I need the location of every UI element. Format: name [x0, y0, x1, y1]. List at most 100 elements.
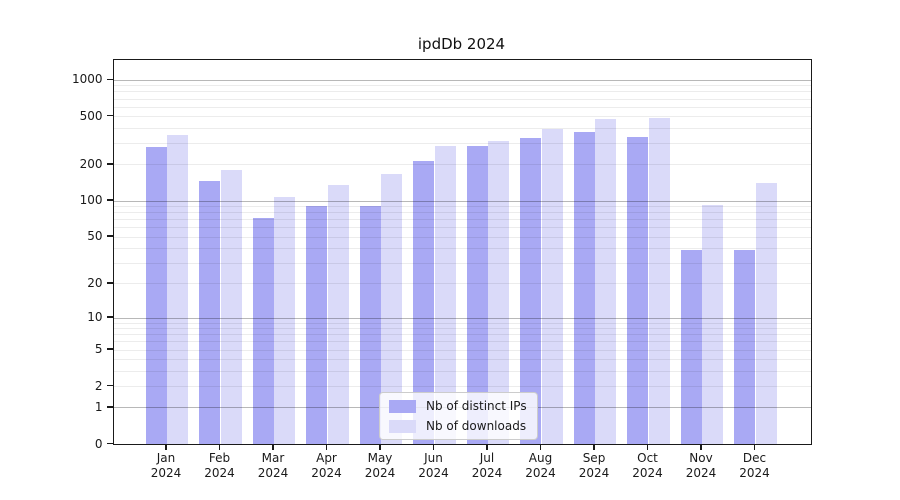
legend-item-downloads: Nb of downloads [389, 419, 527, 433]
gridline-minor [114, 341, 811, 343]
bar-downloads-nov [702, 205, 724, 444]
x-tick-mark [272, 445, 274, 450]
y-axis-tick-label: 1 [94, 399, 103, 414]
y-tick-mark [106, 199, 113, 201]
gridline-minor [114, 236, 811, 238]
plot-area [113, 59, 812, 445]
x-tick-mark [432, 445, 435, 450]
legend-item-distinct-ips: Nb of distinct IPs [389, 399, 527, 413]
bar-distinct-ips-sep [573, 132, 595, 444]
bar-distinct-ips-apr [306, 206, 328, 444]
x-axis-tick-label: Dec 2024 [739, 450, 770, 481]
bar-downloads-jan [167, 135, 189, 444]
x-tick-mark [379, 445, 381, 450]
bar-distinct-ips-jul [466, 146, 488, 444]
x-axis-tick-label: Feb 2024 [204, 450, 235, 481]
gridline-minor [114, 206, 811, 208]
y-axis-tick-label: 0 [94, 436, 103, 451]
gridline-minor [114, 212, 811, 214]
y-tick-mark [106, 78, 113, 80]
x-axis-tick-label: Apr 2024 [311, 450, 342, 481]
legend-swatch-distinct-ips [389, 399, 416, 413]
x-tick-mark [539, 445, 542, 450]
gridline-minor [114, 386, 811, 388]
x-axis-tick-label: Oct 2024 [632, 450, 663, 481]
x-axis-tick-label: Mar 2024 [257, 450, 289, 481]
gridline-minor [114, 262, 811, 264]
gridline-minor [114, 370, 811, 372]
legend: Nb of distinct IPs Nb of downloads [379, 392, 538, 440]
bar-distinct-ips-dec [734, 249, 756, 444]
bar-distinct-ips-feb [199, 181, 221, 444]
gridline-minor [114, 98, 811, 100]
x-tick-mark [700, 445, 702, 450]
x-tick-mark [325, 445, 328, 450]
gridline-minor [114, 334, 811, 336]
x-axis-tick-label: Aug 2024 [525, 450, 556, 481]
y-axis-tick-label: 1000 [71, 72, 103, 87]
gridline-major [114, 317, 811, 319]
bar-downloads-mar [274, 196, 296, 444]
gridline-minor [114, 359, 811, 361]
gridline-minor [114, 219, 811, 221]
bar-distinct-ips-nov [680, 249, 702, 444]
y-tick-mark [106, 235, 113, 237]
bar-downloads-jun [434, 145, 456, 444]
bar-downloads-jul [488, 140, 510, 444]
y-axis-tick-label: 100 [79, 193, 103, 208]
gridline-minor [114, 322, 811, 324]
bar-downloads-apr [327, 185, 349, 444]
y-tick-mark [106, 384, 113, 387]
y-axis-tick-label: 200 [79, 156, 103, 171]
y-axis-tick-label: 50 [87, 229, 103, 244]
gridline-minor [114, 143, 811, 145]
gridline-major [114, 79, 811, 81]
bar-downloads-aug [541, 129, 563, 444]
gridline-minor [114, 116, 811, 118]
x-axis-tick-label: Jan 2024 [150, 450, 182, 481]
y-axis-tick-label: 2 [94, 378, 103, 393]
gridline-minor [114, 164, 811, 166]
x-axis-tick-label: Jul 2024 [471, 450, 503, 481]
x-tick-mark [165, 445, 167, 450]
y-axis-tick-label: 5 [94, 342, 103, 357]
gridline-minor [114, 328, 811, 330]
gridline-minor [114, 127, 811, 129]
x-tick-mark [593, 445, 595, 450]
gridline-minor [114, 283, 811, 285]
x-axis-tick-label: Sep 2024 [578, 450, 610, 481]
bar-downloads-oct [648, 118, 670, 444]
gridline-minor [114, 349, 811, 351]
x-tick-mark [486, 445, 488, 450]
gridline-minor [114, 91, 811, 93]
y-tick-mark [106, 406, 113, 408]
y-tick-mark [106, 316, 113, 318]
x-tick-mark [753, 445, 756, 450]
y-tick-mark [106, 163, 113, 165]
chart-title: ipdDb 2024 [417, 35, 506, 53]
bar-distinct-ips-mar [252, 217, 274, 444]
legend-label-distinct-ips: Nb of distinct IPs [426, 399, 527, 413]
gridline-minor [114, 85, 811, 87]
y-tick-mark [106, 442, 113, 445]
y-tick-mark [106, 282, 113, 284]
x-tick-mark [218, 445, 221, 450]
bar-downloads-dec [755, 183, 777, 444]
bar-downloads-may [381, 173, 403, 444]
bar-distinct-ips-jun [413, 161, 435, 444]
gridline-minor [114, 227, 811, 229]
x-tick-mark [646, 445, 649, 450]
bar-distinct-ips-jan [145, 147, 167, 444]
bar-distinct-ips-may [359, 206, 381, 444]
bar-downloads-sep [595, 118, 617, 444]
gridline-major [114, 200, 811, 202]
gridline-minor [114, 248, 811, 250]
x-axis-tick-label: Nov 2024 [685, 450, 717, 481]
legend-swatch-downloads [389, 419, 416, 433]
y-axis-tick-label: 20 [87, 275, 103, 290]
x-axis-tick-label: Jun 2024 [418, 450, 449, 481]
x-axis-tick-label: May 2024 [364, 450, 396, 481]
bar-distinct-ips-oct [627, 137, 649, 444]
gridline-minor [114, 106, 811, 108]
